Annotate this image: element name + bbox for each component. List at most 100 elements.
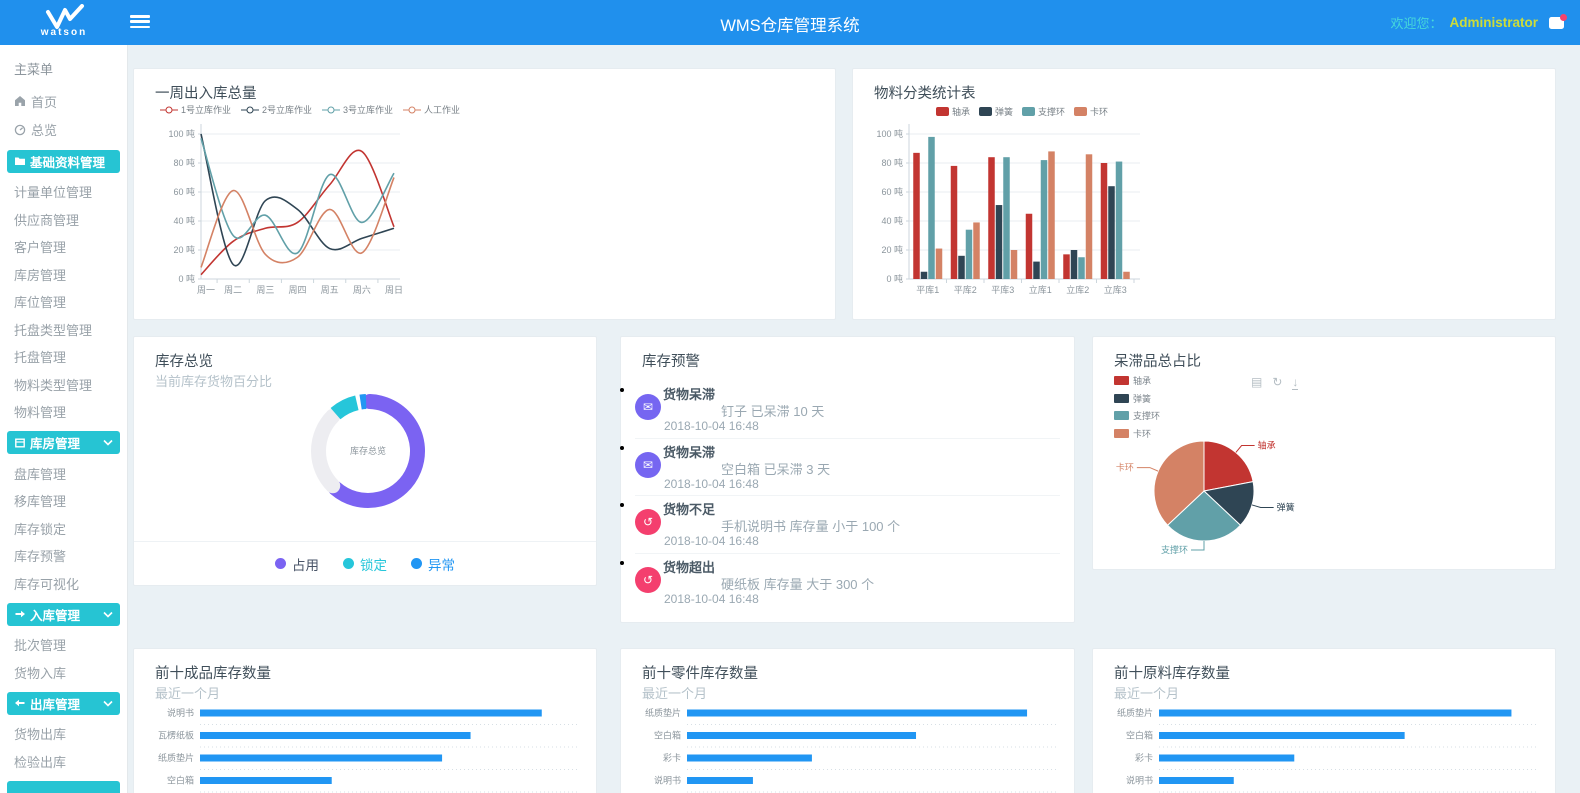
alert-detail: 钉子 已呆滞 10 天 bbox=[721, 404, 825, 419]
svg-text:100 吨: 100 吨 bbox=[168, 128, 195, 139]
sidebar-item-库房管理[interactable]: 库房管理 bbox=[0, 261, 127, 289]
sidebar-item-label: 库位管理 bbox=[14, 295, 67, 311]
legend-item[interactable]: 轴承 bbox=[935, 105, 970, 118]
sidebar-item-label: 库房管理 bbox=[14, 267, 67, 283]
sidebar-item-货物入库[interactable]: 货物入库 bbox=[0, 659, 127, 687]
sidebar-item-总览[interactable]: 总览 bbox=[0, 116, 127, 145]
sidebar-item-label: 入库管理 bbox=[30, 608, 81, 623]
sidebar-item-label: 客户管理 bbox=[14, 240, 67, 256]
legend-item[interactable]: 支撑环 bbox=[1022, 105, 1065, 118]
menu-toggle-button[interactable] bbox=[130, 15, 150, 30]
legend-item[interactable]: 弹簧 bbox=[978, 105, 1013, 118]
legend-label: 占用 bbox=[292, 557, 319, 573]
svg-text:周一: 周一 bbox=[197, 285, 215, 295]
sidebar-item-出库管理[interactable]: 出库管理 bbox=[7, 691, 120, 715]
sidebar-item-计量单位管理[interactable]: 计量单位管理 bbox=[0, 178, 127, 206]
sidebar-item-库位管理[interactable]: 库位管理 bbox=[0, 288, 127, 316]
legend-item[interactable]: 异常 bbox=[411, 554, 455, 574]
cycle-icon: ↺ bbox=[635, 509, 661, 535]
sidebar-item-库存锁定[interactable]: 库存锁定 bbox=[0, 515, 127, 543]
svg-text:瓦楞纸板: 瓦楞纸板 bbox=[158, 730, 194, 741]
sidebar-item-首页[interactable]: 首页 bbox=[0, 87, 127, 116]
sidebar-item-供应商管理[interactable]: 供应商管理 bbox=[0, 206, 127, 234]
legend-item[interactable]: 人工作业 bbox=[403, 103, 460, 116]
svg-text:平库1: 平库1 bbox=[916, 284, 939, 295]
sidebar-item-物料管理[interactable]: 物料管理 bbox=[0, 398, 127, 426]
welcome-label: 欢迎您： bbox=[1390, 16, 1443, 31]
panel-subtitle: 最近一个月 bbox=[155, 686, 221, 701]
sidebar-item-客户管理[interactable]: 客户管理 bbox=[0, 233, 127, 261]
svg-text:纸质垫片: 纸质垫片 bbox=[1117, 707, 1153, 718]
legend-label: 3号立库作业 bbox=[343, 105, 394, 115]
sidebar-item-移库管理[interactable]: 移库管理 bbox=[0, 487, 127, 515]
legend-item[interactable]: 2号立库作业 bbox=[240, 103, 312, 116]
sidebar-item-基础资料管理[interactable]: 基础资料管理 bbox=[7, 149, 120, 173]
legend-item[interactable]: 锁定 bbox=[343, 554, 387, 574]
panel-top-raw: 前十原料库存数量 最近一个月 纸质垫片 空白箱 彩卡 说明书 bbox=[1092, 648, 1556, 793]
panel-title: 呆滞品总占比 bbox=[1114, 354, 1201, 370]
legend-label: 弹簧 bbox=[994, 107, 1013, 117]
panel-title: 库存预警 bbox=[642, 354, 700, 370]
legend-label: 轴承 bbox=[951, 107, 970, 117]
data-view-icon[interactable]: ▤ bbox=[1251, 375, 1263, 389]
legend-item[interactable]: 支撑环 bbox=[1114, 409, 1160, 422]
sidebar-item-托盘管理[interactable]: 托盘管理 bbox=[0, 343, 127, 371]
logo-mark bbox=[46, 4, 84, 29]
svg-text:周五: 周五 bbox=[321, 285, 339, 295]
notification-dot bbox=[1560, 13, 1567, 21]
username[interactable]: Administrator bbox=[1449, 15, 1538, 30]
sidebar-item-label: 首页 bbox=[31, 94, 58, 110]
sidebar-item-物料类型管理[interactable]: 物料类型管理 bbox=[0, 371, 127, 399]
legend-item[interactable]: 轴承 bbox=[1114, 374, 1160, 387]
sidebar-item-库房管理[interactable]: 库房管理 bbox=[7, 431, 120, 454]
line-marker-icon bbox=[322, 106, 340, 113]
swatch-icon bbox=[978, 107, 992, 116]
line-marker-icon bbox=[159, 106, 178, 113]
restore-icon[interactable]: ↻ bbox=[1272, 375, 1283, 389]
legend-item[interactable]: 卡环 bbox=[1114, 427, 1160, 440]
legend-item[interactable]: 3号立库作业 bbox=[322, 103, 393, 116]
legend-item[interactable]: 卡环 bbox=[1074, 105, 1108, 118]
sidebar-item-盘库管理[interactable]: 盘库管理 bbox=[0, 460, 127, 488]
panel-material-stats: 物料分类统计表 轴承 弹簧 支撑环 卡环 0 吨 20 吨 40 吨 60 吨 80 吨 100… bbox=[852, 68, 1556, 320]
chevron-down-icon bbox=[103, 439, 113, 446]
sidebar-item-入库管理[interactable]: 入库管理 bbox=[7, 602, 120, 626]
panel-title: 库存总览 bbox=[155, 354, 213, 370]
message-icon[interactable] bbox=[1549, 13, 1567, 29]
sidebar-item-库存可视化[interactable]: 库存可视化 bbox=[0, 570, 127, 598]
panel-title: 物料分类统计表 bbox=[874, 86, 976, 102]
sidebar-item-库存预警[interactable]: 库存预警 bbox=[0, 542, 127, 570]
svg-text:周二: 周二 bbox=[224, 285, 242, 295]
home-icon bbox=[14, 95, 26, 107]
panel-subtitle: 当前库存货物百分比 bbox=[155, 374, 273, 389]
svg-text:0 吨: 0 吨 bbox=[178, 273, 195, 284]
download-icon[interactable]: ↓ bbox=[1292, 375, 1299, 390]
svg-text:说明书: 说明书 bbox=[654, 775, 681, 786]
alert-detail: 手机说明书 库存量 小于 100 个 bbox=[721, 519, 901, 534]
panel-stagnant-ratio: 呆滞品总占比 轴承 弹簧 支撑环 卡环 ▤ ↻ ↓ 轴承 弹簧 支撑环 卡环 bbox=[1092, 336, 1556, 570]
app-logo[interactable]: watson bbox=[0, 0, 128, 45]
legend-item[interactable]: 1号立库作业 bbox=[159, 103, 231, 116]
svg-text:立库2: 立库2 bbox=[1066, 284, 1089, 295]
cycle-icon: ↺ bbox=[635, 566, 661, 593]
sidebar-item-批次管理[interactable]: 批次管理 bbox=[0, 631, 127, 659]
svg-text:40 吨: 40 吨 bbox=[881, 215, 903, 226]
sidebar-item-检验出库[interactable]: 检验出库 bbox=[0, 748, 127, 776]
svg-text:轴承: 轴承 bbox=[1258, 440, 1276, 451]
svg-text:弹簧: 弹簧 bbox=[1277, 501, 1295, 512]
sidebar-item-货物出库[interactable]: 货物出库 bbox=[0, 720, 127, 748]
arrow-right-icon bbox=[14, 608, 26, 620]
legend-item[interactable]: 弹簧 bbox=[1114, 392, 1160, 405]
sidebar-item-托盘类型管理[interactable]: 托盘类型管理 bbox=[0, 316, 127, 344]
legend-item[interactable]: 占用 bbox=[275, 554, 319, 574]
line-marker-icon bbox=[403, 106, 422, 113]
sidebar-item-label: 检验出库 bbox=[14, 754, 67, 770]
svg-text:周日: 周日 bbox=[385, 285, 403, 295]
sidebar-item-partial[interactable] bbox=[7, 780, 120, 793]
panel-subtitle: 最近一个月 bbox=[1114, 686, 1180, 701]
sidebar-item-label: 库房管理 bbox=[30, 437, 81, 451]
